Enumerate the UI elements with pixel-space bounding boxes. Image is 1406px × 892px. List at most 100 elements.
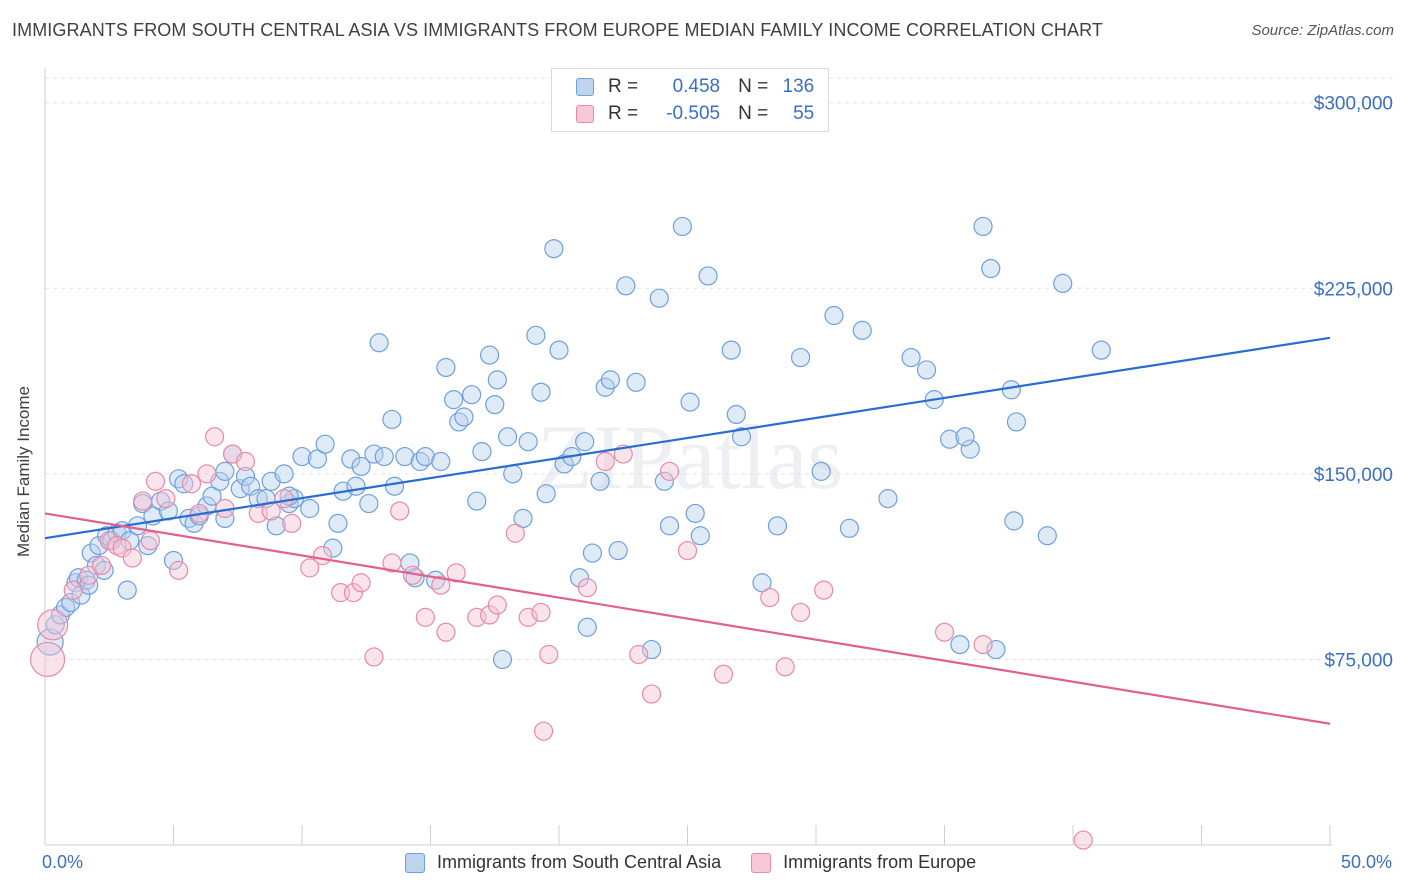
asia-trend-line bbox=[44, 336, 1331, 540]
gridlines bbox=[45, 77, 1395, 660]
asia-point bbox=[395, 446, 415, 467]
asia-point bbox=[811, 461, 831, 481]
europe-point bbox=[140, 531, 160, 551]
asia-point bbox=[575, 432, 595, 452]
asia-point bbox=[328, 513, 348, 533]
asia-point bbox=[721, 340, 741, 360]
y-axis-label-wrap: Median Family Income bbox=[14, 386, 34, 557]
trend-lines bbox=[44, 336, 1331, 725]
asia-point bbox=[852, 320, 872, 340]
asia-point bbox=[582, 543, 603, 563]
asia-point bbox=[986, 639, 1006, 660]
europe-point bbox=[79, 565, 99, 585]
asia-point bbox=[384, 476, 405, 496]
x-axis-min-label: 0.0% bbox=[42, 852, 84, 872]
asia-point bbox=[492, 649, 513, 670]
y-tick-label: $225,000 bbox=[1314, 279, 1393, 300]
watermark: ZIPatlas bbox=[537, 406, 844, 508]
asia-point bbox=[163, 550, 184, 571]
asia-point bbox=[292, 446, 312, 467]
europe-point bbox=[641, 684, 662, 704]
asia-point bbox=[600, 370, 621, 390]
europe-point bbox=[775, 657, 795, 677]
asia-point bbox=[680, 392, 700, 412]
europe-points bbox=[29, 427, 1093, 850]
asia-point bbox=[641, 639, 662, 660]
asia-point bbox=[341, 449, 361, 469]
asia-point bbox=[138, 536, 158, 556]
r-value: -0.505 bbox=[666, 103, 721, 124]
legend-item-asia[interactable]: Immigrants from South Central Asia bbox=[405, 852, 721, 873]
asia-point bbox=[315, 434, 335, 454]
asia-point bbox=[266, 516, 286, 536]
europe-point bbox=[431, 575, 451, 595]
asia-point bbox=[685, 503, 705, 524]
asia-point bbox=[590, 471, 610, 491]
n-label: N = bbox=[738, 76, 769, 97]
asia-point bbox=[436, 357, 456, 378]
asia-point bbox=[467, 491, 487, 511]
r-label: R = bbox=[608, 103, 639, 124]
asia-point bbox=[79, 575, 99, 595]
asia-point bbox=[444, 390, 464, 410]
asia-point bbox=[616, 276, 636, 296]
europe-point bbox=[790, 602, 811, 623]
n-value: 136 bbox=[782, 76, 815, 97]
europe-point bbox=[107, 536, 127, 556]
source-label: Source: ZipAtlas.com bbox=[1251, 22, 1394, 39]
europe-point bbox=[112, 538, 132, 558]
europe-point bbox=[659, 461, 680, 481]
asia-point bbox=[274, 464, 294, 484]
legend-item-europe[interactable]: Immigrants from Europe bbox=[751, 852, 976, 873]
asia-point bbox=[480, 345, 500, 365]
asia-point bbox=[960, 439, 980, 459]
asia-point bbox=[1037, 526, 1057, 546]
asia-point bbox=[526, 325, 546, 345]
asia-point bbox=[117, 580, 137, 600]
asia-point bbox=[731, 427, 752, 447]
r-value: 0.458 bbox=[672, 76, 721, 97]
asia-point bbox=[752, 573, 772, 593]
asia-point bbox=[940, 429, 960, 449]
asia-point bbox=[824, 305, 844, 326]
europe-point bbox=[934, 622, 955, 642]
asia-point bbox=[569, 568, 590, 588]
asia-point bbox=[901, 347, 921, 368]
europe-point bbox=[205, 427, 225, 447]
europe-point bbox=[382, 553, 402, 573]
europe-point bbox=[677, 540, 698, 561]
europe-point bbox=[390, 501, 410, 521]
europe-point bbox=[145, 471, 166, 491]
europe-point bbox=[505, 523, 525, 543]
europe-legend-label: Immigrants from Europe bbox=[783, 852, 977, 872]
asia-point bbox=[351, 456, 371, 477]
asia-point bbox=[472, 442, 492, 462]
europe-point bbox=[595, 451, 615, 472]
europe-point bbox=[713, 664, 734, 684]
asia-point bbox=[202, 486, 222, 506]
asia-point bbox=[1091, 340, 1111, 360]
asia-point bbox=[498, 427, 518, 447]
asia-point bbox=[45, 615, 65, 635]
asia-point bbox=[577, 617, 597, 637]
europe-point bbox=[436, 622, 456, 642]
asia-point bbox=[790, 347, 811, 368]
europe-point bbox=[29, 641, 66, 678]
axes bbox=[44, 68, 1332, 846]
asia-point bbox=[174, 474, 194, 494]
asia-point bbox=[248, 489, 268, 509]
europe-point bbox=[312, 545, 333, 566]
asia-point bbox=[346, 476, 366, 496]
asia-point bbox=[544, 239, 564, 259]
asia-point bbox=[973, 216, 993, 237]
europe-trend-line bbox=[44, 512, 1331, 725]
asia-point bbox=[690, 526, 710, 546]
series-legend: Immigrants from South Central Asia Immig… bbox=[405, 852, 1006, 873]
y-tick-label: $300,000 bbox=[1314, 94, 1393, 115]
asia-point bbox=[513, 508, 533, 529]
asia-point bbox=[454, 407, 474, 427]
europe-point bbox=[364, 647, 384, 667]
europe-point bbox=[577, 578, 597, 598]
r-label: R = bbox=[608, 76, 639, 97]
